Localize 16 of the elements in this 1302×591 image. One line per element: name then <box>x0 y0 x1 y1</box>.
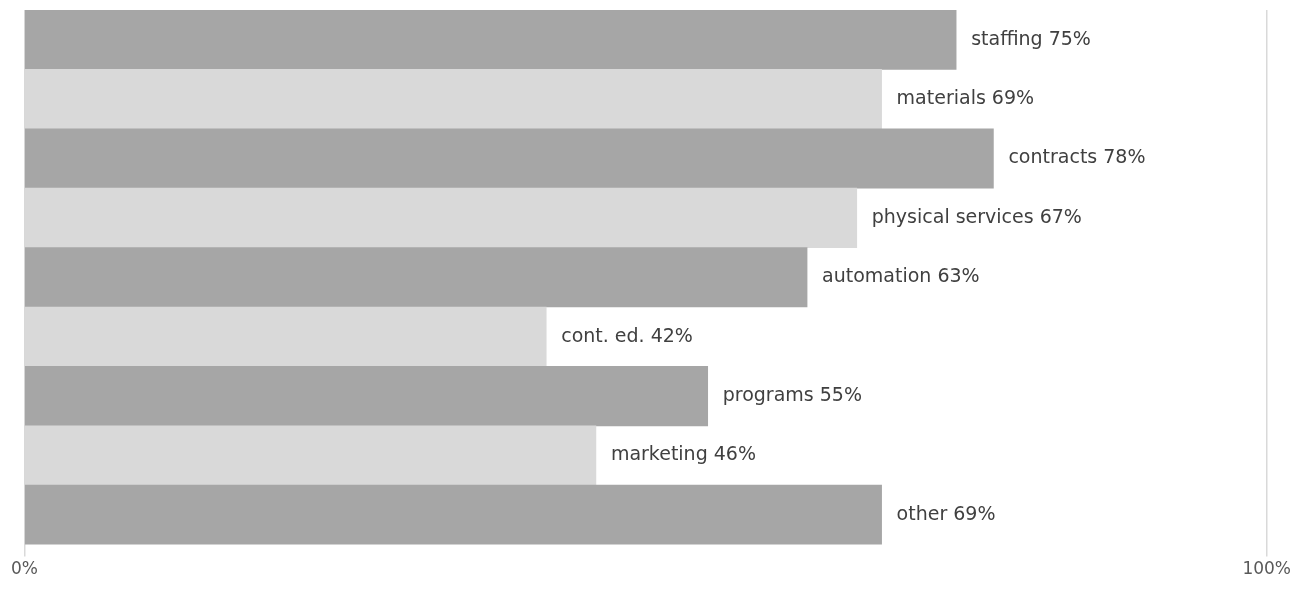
data-label: physical services 67% <box>871 204 1082 227</box>
x-tick-label: 0% <box>10 558 38 579</box>
data-label: contracts 78% <box>1008 145 1146 168</box>
bar <box>24 128 994 189</box>
data-label: marketing 46% <box>610 442 756 465</box>
bar <box>24 247 808 308</box>
data-label: materials 69% <box>896 86 1035 109</box>
data-label: automation 63% <box>822 264 980 287</box>
x-tick-label: 100% <box>1242 558 1291 579</box>
bar <box>24 484 882 545</box>
data-label: programs 55% <box>722 383 862 406</box>
data-label: cont. ed. 42% <box>561 323 693 346</box>
data-label: staffing 75% <box>971 26 1091 49</box>
bar <box>24 366 709 427</box>
data-label: other 69% <box>896 501 996 524</box>
bar <box>24 10 957 70</box>
